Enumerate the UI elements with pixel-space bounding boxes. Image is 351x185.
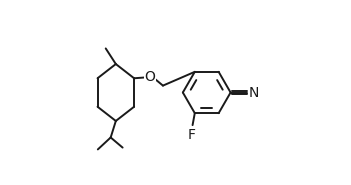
- Text: F: F: [188, 128, 196, 142]
- Text: O: O: [144, 70, 155, 84]
- Text: N: N: [249, 85, 259, 100]
